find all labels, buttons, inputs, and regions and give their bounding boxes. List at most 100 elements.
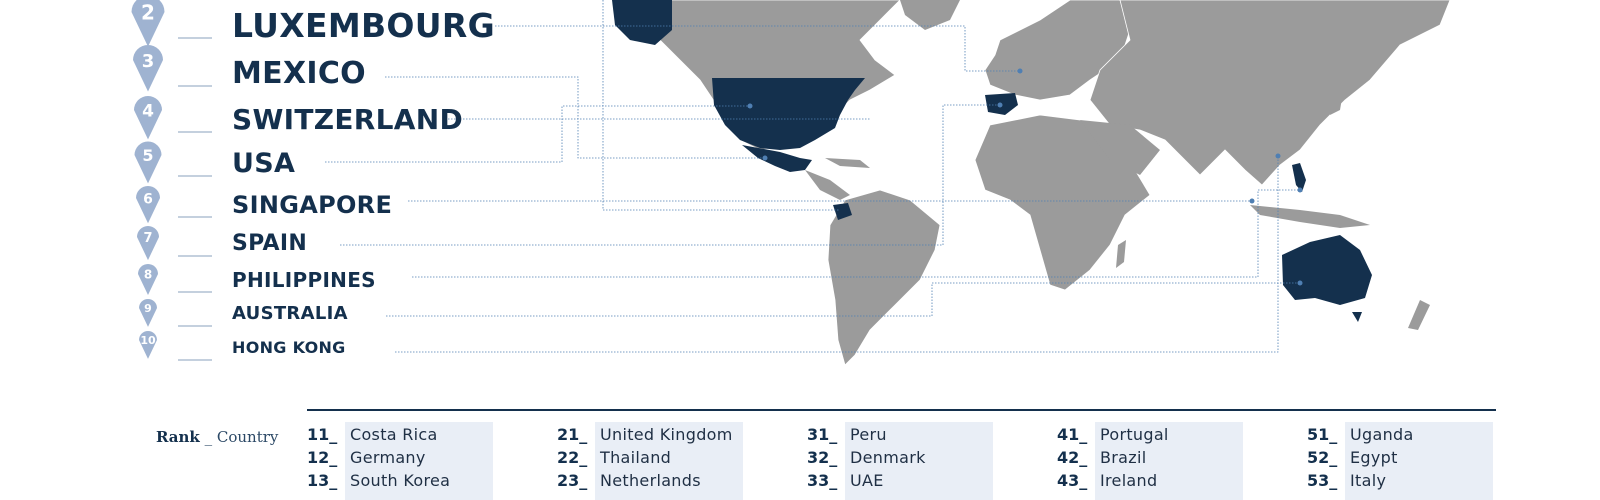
map-pin-icon — [134, 96, 162, 140]
ranking-row: 32_ Denmark — [807, 445, 997, 468]
rank-value: 11_ — [307, 425, 338, 444]
philippines-highlight — [1292, 163, 1306, 192]
ranking-column: 41_ Portugal 42_ Brazil 43_ Ireland — [1057, 422, 1247, 500]
central-america-land — [805, 170, 850, 200]
column-highlight — [845, 422, 993, 500]
ranking-row: 41_ Portugal — [1057, 422, 1247, 445]
map-pin-icon — [138, 264, 158, 295]
dot-usa — [747, 103, 753, 109]
country-dots — [747, 68, 1303, 286]
ranking-row: 12_ Germany — [307, 445, 497, 468]
map-pin-icon — [136, 186, 160, 224]
middle-east-land — [1080, 120, 1160, 175]
country-name: Thailand — [600, 448, 672, 467]
rank-value: 51_ — [1307, 425, 1338, 444]
rank-number: 5 — [142, 146, 153, 165]
country-label: USA — [232, 147, 296, 179]
connector-lines — [325, 0, 1300, 353]
europe-land — [984, 0, 1131, 101]
rank-number: 7 — [143, 231, 152, 246]
rank-pin-icon: 5 — [134, 141, 162, 184]
rank-pin-icon: 2 — [131, 0, 165, 47]
map-pin-icon — [134, 141, 162, 184]
rank-pin-icon: 8 — [138, 264, 158, 295]
ranking-row: 31_ Peru — [807, 422, 997, 445]
dot-luxembourg — [1017, 68, 1023, 74]
country-label: MEXICO — [232, 56, 366, 91]
ranking-row: 21_ United Kingdom — [557, 422, 747, 445]
map-pin-icon — [139, 331, 157, 359]
country-name: Brazil — [1100, 448, 1147, 467]
column-highlight — [1345, 422, 1493, 500]
rank-value: 31_ — [807, 425, 838, 444]
ranking-column: 21_ United Kingdom 22_ Thailand 23_ Netherlan… — [557, 422, 747, 500]
rank-value: 21_ — [557, 425, 588, 444]
connector-mexico — [385, 76, 765, 159]
rank-value: 12_ — [307, 448, 338, 467]
dot-mexico — [762, 155, 768, 161]
rank-value: 33_ — [807, 471, 838, 490]
connector-australia — [386, 282, 1300, 317]
ranking-column: 11_ Costa Rica 12_ Germany 13_ South Korea — [307, 422, 497, 500]
dot-hongkong — [1275, 153, 1281, 159]
map-pin-icon — [131, 0, 165, 47]
indonesia-land — [1250, 205, 1370, 228]
rank-value: 23_ — [557, 471, 588, 490]
country-name: Netherlands — [600, 471, 701, 490]
legend-country-word: Country — [216, 428, 279, 446]
connector-ecuador — [602, 0, 840, 211]
ranking-row: 23_ Netherlands — [557, 468, 747, 491]
country-name: Peru — [850, 425, 887, 444]
new-zealand-land — [1408, 300, 1430, 330]
rank-number: 6 — [143, 191, 153, 207]
column-highlight — [345, 422, 493, 500]
ranking-row: 53_ Italy — [1307, 468, 1497, 491]
connector-hongkong — [395, 156, 1279, 353]
usa-highlight — [712, 78, 865, 150]
greenland-land — [900, 0, 960, 30]
australia-highlight — [1282, 235, 1372, 305]
alaska-highlight — [612, 0, 672, 45]
japan-land — [1330, 75, 1345, 115]
country-label: AUSTRALIA — [232, 303, 348, 325]
country-name: Italy — [1350, 471, 1387, 490]
mexico-highlight — [742, 145, 812, 172]
ranking-row: 43_ Ireland — [1057, 468, 1247, 491]
dot-spain — [997, 102, 1003, 108]
rank-number: 10 — [140, 334, 156, 347]
rank-value: 22_ — [557, 448, 588, 467]
rank-pin-icon: 10 — [139, 331, 157, 359]
ranking-row: 33_ UAE — [807, 468, 997, 491]
map-pin-icon — [133, 45, 163, 92]
ranking-column: 51_ Uganda 52_ Egypt 53_ Italy — [1307, 422, 1497, 500]
ranking-column: 31_ Peru 32_ Denmark 33_ UAE — [807, 422, 997, 500]
connector-usa — [325, 105, 750, 163]
rank-underscores — [178, 37, 212, 361]
country-label: SPAIN — [232, 230, 308, 256]
legend-separator: _ — [204, 428, 213, 446]
rank-pin-icon: 6 — [136, 186, 160, 224]
asia-land — [1089, 0, 1451, 186]
country-label: HONG KONG — [232, 338, 346, 358]
country-name: Denmark — [850, 448, 926, 467]
rank-value: 43_ — [1057, 471, 1088, 490]
connector-luxembourg — [495, 25, 1020, 72]
caribbean-land — [825, 158, 870, 168]
rank-number: 4 — [142, 101, 154, 121]
rank-value: 32_ — [807, 448, 838, 467]
ranking-row: 42_ Brazil — [1057, 445, 1247, 468]
country-name: Costa Rica — [350, 425, 438, 444]
dot-australia — [1297, 280, 1303, 286]
table-divider — [307, 409, 1496, 411]
rank-country-legend: Rank _ Country — [156, 428, 278, 446]
dot-singapore — [1249, 198, 1255, 204]
ranking-row: 13_ South Korea — [307, 468, 497, 491]
rank-number: 2 — [141, 0, 155, 24]
rank-pin-icon: 3 — [133, 45, 163, 92]
map-pin-icon — [139, 299, 157, 327]
ranking-row: 51_ Uganda — [1307, 422, 1497, 445]
country-name: Portugal — [1100, 425, 1169, 444]
country-name: Egypt — [1350, 448, 1398, 467]
column-highlight — [1095, 422, 1243, 500]
